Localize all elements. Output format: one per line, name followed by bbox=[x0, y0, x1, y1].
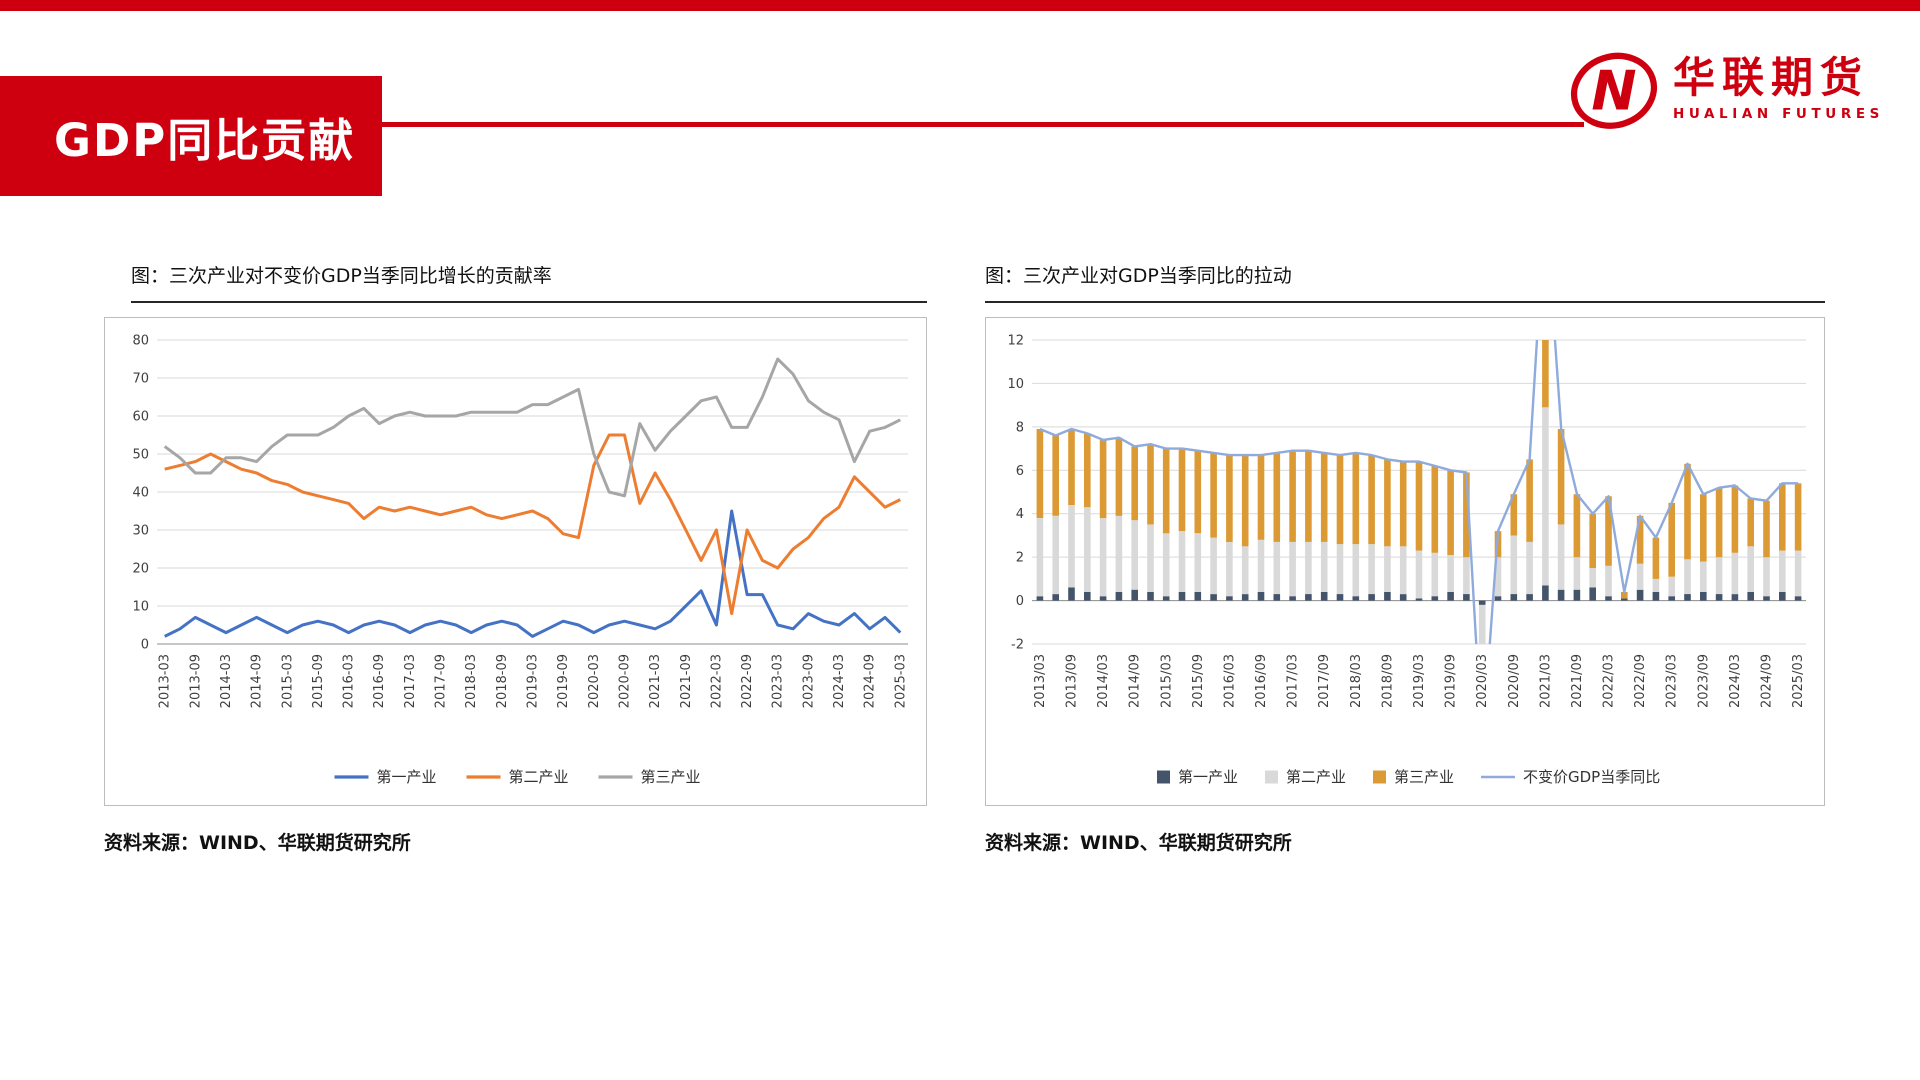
svg-text:2016/09: 2016/09 bbox=[1254, 654, 1269, 708]
logo-en-text: HUALIAN FUTURES bbox=[1672, 105, 1884, 122]
svg-text:2016-09: 2016-09 bbox=[372, 654, 387, 708]
top-red-bar bbox=[0, 0, 1920, 11]
svg-text:0: 0 bbox=[141, 638, 149, 653]
svg-text:2013/09: 2013/09 bbox=[1065, 654, 1080, 708]
svg-text:2020/09: 2020/09 bbox=[1507, 654, 1522, 708]
svg-text:2018-03: 2018-03 bbox=[464, 654, 479, 708]
svg-text:2023-03: 2023-03 bbox=[771, 654, 786, 708]
svg-text:2014-09: 2014-09 bbox=[250, 654, 265, 708]
svg-text:2021/03: 2021/03 bbox=[1538, 654, 1553, 708]
svg-text:2021-09: 2021-09 bbox=[679, 654, 694, 708]
svg-text:2019-09: 2019-09 bbox=[556, 654, 571, 708]
svg-text:20: 20 bbox=[132, 562, 149, 577]
svg-text:2013-03: 2013-03 bbox=[158, 654, 173, 708]
svg-text:50: 50 bbox=[132, 448, 149, 463]
svg-text:2024/03: 2024/03 bbox=[1728, 654, 1743, 708]
svg-text:2021-03: 2021-03 bbox=[648, 654, 663, 708]
svg-text:2023-09: 2023-09 bbox=[801, 654, 816, 708]
company-logo: N 华联期货 HUALIAN FUTURES bbox=[1569, 44, 1884, 134]
svg-text:-2: -2 bbox=[1011, 638, 1024, 653]
svg-text:0: 0 bbox=[1016, 594, 1024, 609]
svg-text:2023/09: 2023/09 bbox=[1696, 654, 1711, 708]
source-note-left: 资料来源：WIND、华联期货研究所 bbox=[104, 832, 411, 854]
logo-n-icon: N bbox=[1570, 52, 1658, 129]
svg-text:2024/09: 2024/09 bbox=[1760, 654, 1775, 708]
svg-text:10: 10 bbox=[1007, 377, 1024, 392]
logo-text-block: 华联期货 HUALIAN FUTURES bbox=[1672, 53, 1884, 122]
svg-text:第三产业: 第三产业 bbox=[1394, 768, 1454, 786]
svg-text:2017/09: 2017/09 bbox=[1317, 654, 1332, 708]
svg-text:8: 8 bbox=[1016, 420, 1024, 435]
chart-box-left: 0 10 20 30 40 50 60 70 80 2013-03 2013-09 2014-03 20… bbox=[104, 317, 927, 806]
svg-text:2024-09: 2024-09 bbox=[863, 654, 878, 708]
svg-text:不变价GDP当季同比: 不变价GDP当季同比 bbox=[1523, 768, 1660, 786]
svg-text:2020/03: 2020/03 bbox=[1475, 654, 1490, 708]
svg-text:2014/03: 2014/03 bbox=[1096, 654, 1111, 708]
source-note-right: 资料来源：WIND、华联期货研究所 bbox=[985, 832, 1292, 854]
svg-text:10: 10 bbox=[132, 600, 149, 615]
line-chart-canvas: 0 10 20 30 40 50 60 70 80 2013-03 2013-09 2014-03 20… bbox=[132, 334, 908, 787]
svg-text:2020-09: 2020-09 bbox=[618, 654, 633, 708]
slide-title-block: GDP同比贡献 bbox=[0, 76, 382, 196]
svg-text:2018-09: 2018-09 bbox=[495, 654, 510, 708]
svg-text:2: 2 bbox=[1016, 551, 1024, 566]
svg-text:2022/09: 2022/09 bbox=[1633, 654, 1648, 708]
svg-text:2017-03: 2017-03 bbox=[403, 654, 418, 708]
svg-text:2022/03: 2022/03 bbox=[1602, 654, 1617, 708]
logo-cn-text: 华联期货 bbox=[1672, 53, 1869, 103]
svg-text:第一产业: 第一产业 bbox=[1178, 768, 1238, 786]
svg-text:2022-09: 2022-09 bbox=[740, 654, 755, 708]
svg-text:70: 70 bbox=[132, 372, 149, 387]
svg-text:2015-03: 2015-03 bbox=[280, 654, 295, 708]
svg-text:2023/03: 2023/03 bbox=[1665, 654, 1680, 708]
bar-line-chart-canvas: -2 0 2 4 6 8 10 12 2013/03 2013/09 2014/03 2014/09 2… bbox=[1007, 334, 1806, 787]
svg-text:第三产业: 第三产业 bbox=[641, 768, 701, 786]
chart-title-right: 图：三次产业对GDP当季同比的拉动 bbox=[985, 261, 1825, 303]
svg-text:2016/03: 2016/03 bbox=[1222, 654, 1237, 708]
svg-text:2021/09: 2021/09 bbox=[1570, 654, 1585, 708]
chart-panel-gdp-pull: 图：三次产业对GDP当季同比的拉动 -2 0 2 4 6 8 10 12 2013/03 2013… bbox=[985, 261, 1825, 855]
svg-text:4: 4 bbox=[1016, 507, 1024, 522]
svg-text:2016-03: 2016-03 bbox=[342, 654, 357, 708]
svg-text:2020-03: 2020-03 bbox=[587, 654, 602, 708]
svg-text:2019/09: 2019/09 bbox=[1444, 654, 1459, 708]
svg-text:12: 12 bbox=[1007, 334, 1024, 349]
svg-text:2017-09: 2017-09 bbox=[434, 654, 449, 708]
svg-text:2013-09: 2013-09 bbox=[188, 654, 203, 708]
svg-text:第二产业: 第二产业 bbox=[1286, 768, 1346, 786]
svg-text:80: 80 bbox=[132, 334, 149, 349]
svg-text:2018/03: 2018/03 bbox=[1349, 654, 1364, 708]
svg-text:2025/03: 2025/03 bbox=[1791, 654, 1806, 708]
svg-text:2024-03: 2024-03 bbox=[832, 654, 847, 708]
svg-text:60: 60 bbox=[132, 410, 149, 425]
chart-panel-contribution-rate: 图：三次产业对不变价GDP当季同比增长的贡献率 0 10 20 30 40 50 60 70 8… bbox=[104, 261, 927, 855]
svg-text:2015/09: 2015/09 bbox=[1191, 654, 1206, 708]
svg-text:2014/09: 2014/09 bbox=[1128, 654, 1143, 708]
svg-text:第二产业: 第二产业 bbox=[509, 768, 569, 786]
svg-text:6: 6 bbox=[1016, 464, 1024, 479]
svg-text:2019/03: 2019/03 bbox=[1412, 654, 1427, 708]
svg-text:2014-03: 2014-03 bbox=[219, 654, 234, 708]
svg-text:第一产业: 第一产业 bbox=[377, 768, 437, 786]
svg-text:2019-03: 2019-03 bbox=[526, 654, 541, 708]
svg-text:2015/03: 2015/03 bbox=[1159, 654, 1174, 708]
svg-text:2025-03: 2025-03 bbox=[893, 654, 908, 708]
svg-text:2018/09: 2018/09 bbox=[1380, 654, 1395, 708]
chart-title-left: 图：三次产业对不变价GDP当季同比增长的贡献率 bbox=[131, 261, 927, 303]
chart-box-right: -2 0 2 4 6 8 10 12 2013/03 2013/09 2014/03 2014/09 2… bbox=[985, 317, 1825, 806]
svg-text:2013/03: 2013/03 bbox=[1033, 654, 1048, 708]
slide-title: GDP同比贡献 bbox=[54, 113, 356, 167]
svg-text:2017/03: 2017/03 bbox=[1286, 654, 1301, 708]
svg-text:30: 30 bbox=[132, 524, 149, 539]
svg-text:2022-03: 2022-03 bbox=[709, 654, 724, 708]
svg-text:2015-09: 2015-09 bbox=[311, 654, 326, 708]
red-divider-line bbox=[382, 122, 1584, 127]
svg-text:40: 40 bbox=[132, 486, 149, 501]
logo-n-letter: N bbox=[1591, 60, 1636, 123]
